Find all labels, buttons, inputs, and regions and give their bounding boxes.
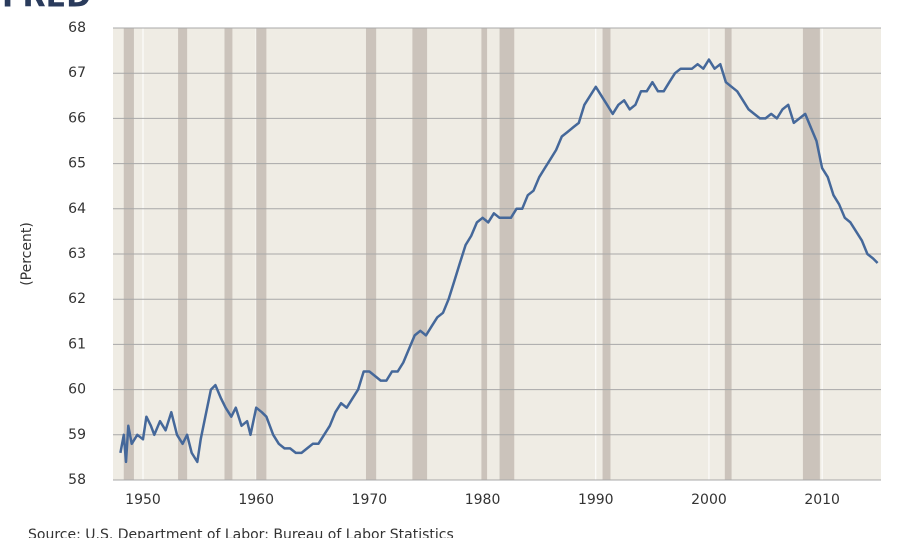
y-tick-label: 62 [68, 291, 86, 307]
x-tick-label: 2000 [691, 492, 727, 508]
data-line [119, 58, 879, 464]
y-tick-label: 68 [68, 20, 86, 36]
y-axis-label: (Percent) [19, 222, 35, 286]
x-tick-label: 1960 [238, 492, 274, 508]
y-tick-label: 59 [68, 427, 86, 443]
x-tick-label: 1970 [352, 492, 388, 508]
y-tick-label: 60 [68, 382, 86, 398]
logo: FRED [2, 0, 91, 15]
y-tick-label: 64 [68, 201, 86, 217]
x-tick-label: 1990 [578, 492, 614, 508]
y-tick-label: 67 [68, 65, 86, 81]
x-tick-label: 1950 [125, 492, 161, 508]
y-tick-label: 66 [68, 110, 86, 126]
y-tick-label: 63 [68, 246, 86, 262]
y-tick-label: 58 [68, 472, 86, 488]
y-tick-label: 61 [68, 336, 86, 352]
y-tick-label: 65 [68, 156, 86, 172]
x-tick-label: 2010 [804, 492, 840, 508]
x-tick-label: 1980 [465, 492, 501, 508]
source-note: Source: U.S. Department of Labor: Bureau… [28, 527, 454, 538]
